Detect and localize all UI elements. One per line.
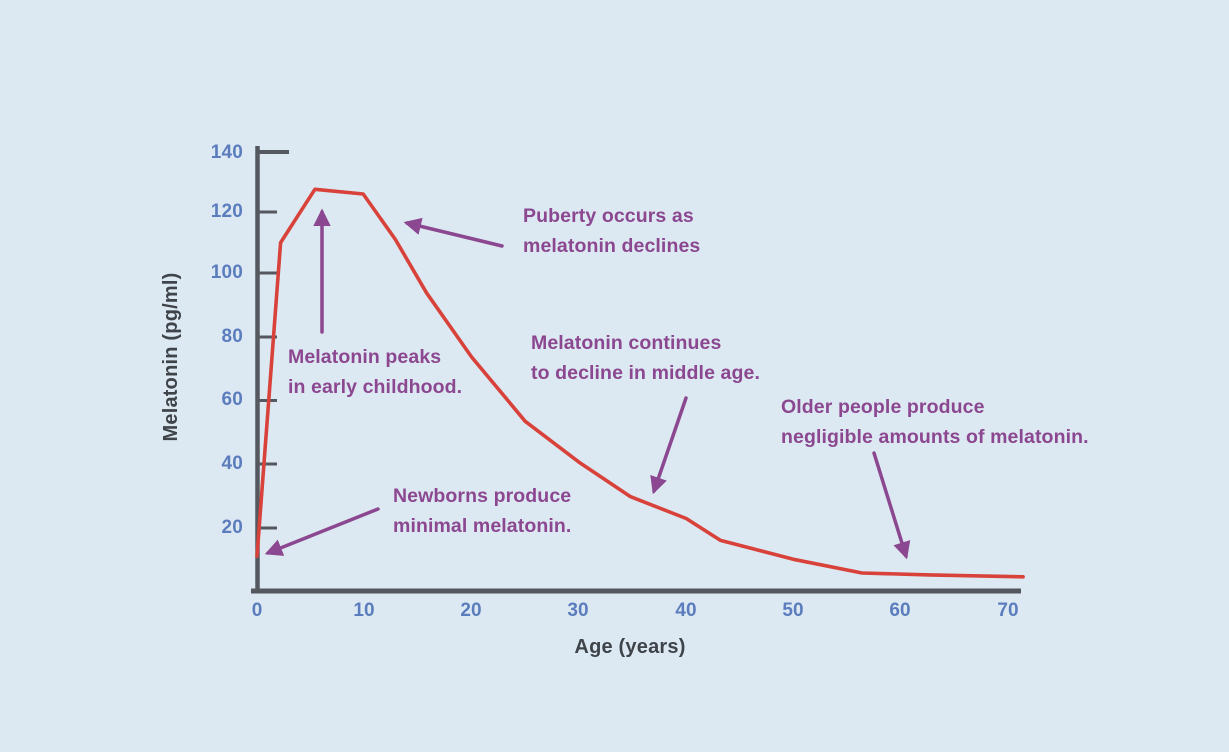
annotation-peak: Melatonin peaks in early childhood. [288,342,462,402]
arrow-older [872,451,911,560]
x-tick-label-10: 10 [353,600,375,621]
annotation-puberty: Puberty occurs as melatonin declines [523,201,700,261]
annotation-puberty-line2: melatonin declines [523,235,701,257]
x-tick-label-50: 50 [782,600,804,621]
y-tick-label-120: 120 [210,201,243,222]
x-tick-label-20: 20 [460,600,482,621]
annotation-middle-age: Melatonin continues to decline in middle… [531,328,760,388]
arrow-newborns [264,507,380,556]
arrow-puberty [403,217,504,248]
annotation-older-line2: negligible amounts of melatonin. [781,426,1089,448]
x-tick-label-40: 40 [675,600,697,621]
annotation-arrows [264,208,911,560]
melatonin-curve [255,187,1025,579]
x-tick-label-0: 0 [251,600,263,621]
annotation-newborns-line2: minimal melatonin. [393,515,572,537]
annotation-middle-age-line1: Melatonin continues [531,332,722,354]
y-tick-label-80: 80 [221,326,243,347]
x-tick-label-30: 30 [567,600,589,621]
y-tick-label-100: 100 [210,262,243,283]
annotation-older-line1: Older people produce [781,396,985,418]
y-axis-title: Melatonin (pg/ml) [160,272,182,442]
annotation-newborns: Newborns produce minimal melatonin. [393,481,571,541]
annotation-older: Older people produce negligible amounts … [781,392,1089,452]
y-tick-label-60: 60 [221,389,243,410]
y-tick-label-140: 140 [210,142,243,163]
axes [251,146,1021,594]
annotation-newborns-line1: Newborns produce [393,485,572,507]
y-tick-label-40: 40 [221,453,243,474]
x-tick-label-70: 70 [997,600,1019,621]
x-tick-label-60: 60 [889,600,911,621]
annotation-peak-line1: Melatonin peaks [288,346,442,368]
y-tick-label-20: 20 [221,517,243,538]
arrow-middle-age [650,396,688,495]
annotation-puberty-line1: Puberty occurs as [523,205,694,227]
annotation-peak-line2: in early childhood. [288,376,463,398]
x-axis-title: Age (years) [574,636,686,658]
annotation-middle-age-line2: to decline in middle age. [531,362,760,384]
